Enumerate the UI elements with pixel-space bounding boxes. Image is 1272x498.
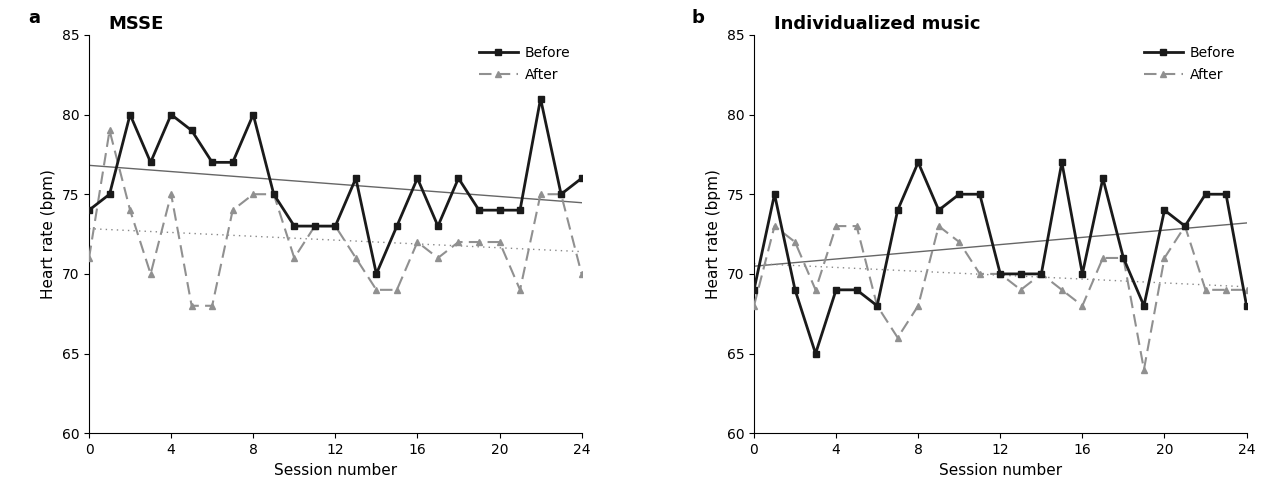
- Text: MSSE: MSSE: [108, 15, 164, 33]
- Y-axis label: Heart rate (bpm): Heart rate (bpm): [706, 169, 721, 299]
- Y-axis label: Heart rate (bpm): Heart rate (bpm): [41, 169, 56, 299]
- Text: b: b: [692, 9, 705, 27]
- Text: a: a: [28, 9, 39, 27]
- Legend: Before, After: Before, After: [1140, 42, 1240, 87]
- X-axis label: Session number: Session number: [939, 463, 1062, 478]
- Text: Individualized music: Individualized music: [773, 15, 981, 33]
- X-axis label: Session number: Session number: [273, 463, 397, 478]
- Legend: Before, After: Before, After: [474, 42, 575, 87]
